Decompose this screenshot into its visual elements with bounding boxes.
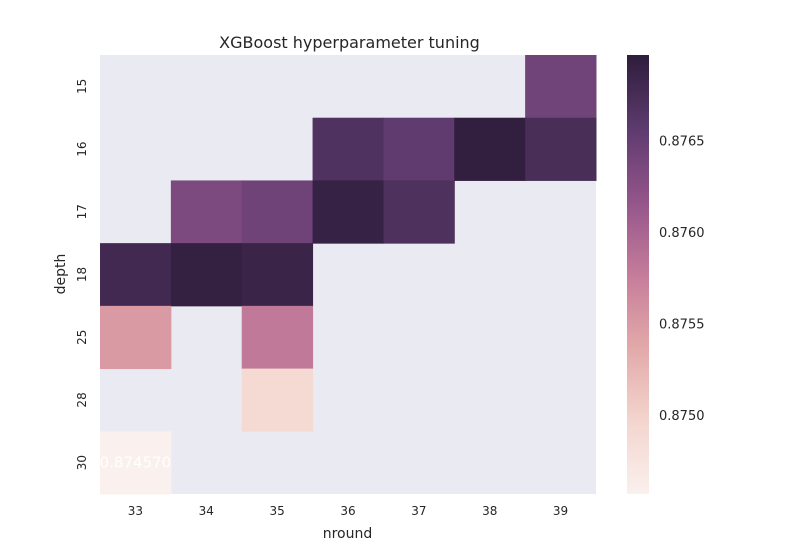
x-tick-label: 36 bbox=[340, 504, 355, 518]
colorbar-tick-label: 0.8765 bbox=[659, 134, 705, 149]
heatmap-cell bbox=[525, 117, 597, 181]
y-tick-label: 28 bbox=[75, 392, 89, 407]
heatmap-cell bbox=[383, 180, 455, 244]
heatmap-cell bbox=[525, 55, 597, 119]
x-axis-label: nround bbox=[323, 526, 373, 542]
heatmap-cell bbox=[312, 117, 384, 181]
heatmap-cell bbox=[312, 180, 384, 244]
heatmap-cell bbox=[100, 305, 172, 370]
colorbar-ticks: 0.8750 0.8755 0.8760 0.8765 bbox=[659, 134, 705, 423]
x-tick-labels: 33 34 35 36 37 38 39 bbox=[128, 504, 568, 518]
y-tick-label: 30 bbox=[75, 455, 89, 470]
colorbar-tick-label: 0.8750 bbox=[659, 409, 705, 424]
heatmap-annotations: 0.874570 bbox=[100, 454, 172, 472]
x-tick-label: 37 bbox=[411, 504, 426, 518]
heatmap-cell bbox=[100, 243, 172, 307]
x-tick-label: 34 bbox=[199, 504, 214, 518]
heatmap-cell bbox=[241, 368, 314, 432]
heatmap-cell bbox=[100, 431, 172, 495]
colorbar-tick-label: 0.8760 bbox=[659, 226, 705, 241]
y-tick-label: 18 bbox=[75, 267, 89, 282]
x-tick-label: 35 bbox=[270, 504, 285, 518]
colorbar bbox=[627, 55, 649, 494]
y-tick-label: 17 bbox=[75, 204, 89, 219]
y-axis-label: depth bbox=[53, 254, 69, 295]
colorbar-tick-label: 0.8755 bbox=[659, 317, 705, 332]
cell-annotation: 0.874570 bbox=[100, 454, 172, 472]
y-tick-label: 25 bbox=[75, 330, 89, 345]
x-tick-label: 33 bbox=[128, 504, 143, 518]
heatmap-cell bbox=[170, 243, 243, 307]
heatmap-cell bbox=[241, 180, 314, 244]
x-tick-label: 38 bbox=[482, 504, 497, 518]
heatmap-cell bbox=[454, 117, 526, 181]
heatmap-cell bbox=[241, 243, 314, 307]
heatmap-cell bbox=[383, 117, 455, 181]
y-tick-labels: 15 16 17 18 25 28 30 bbox=[75, 79, 89, 471]
heatmap-cell bbox=[170, 180, 243, 244]
heatmap-cells bbox=[100, 55, 597, 495]
chart-title: XGBoost hyperparameter tuning bbox=[219, 33, 480, 52]
x-tick-label: 39 bbox=[553, 504, 568, 518]
y-tick-label: 16 bbox=[75, 141, 89, 156]
heatmap-cell bbox=[241, 305, 314, 370]
y-tick-label: 15 bbox=[75, 79, 89, 94]
